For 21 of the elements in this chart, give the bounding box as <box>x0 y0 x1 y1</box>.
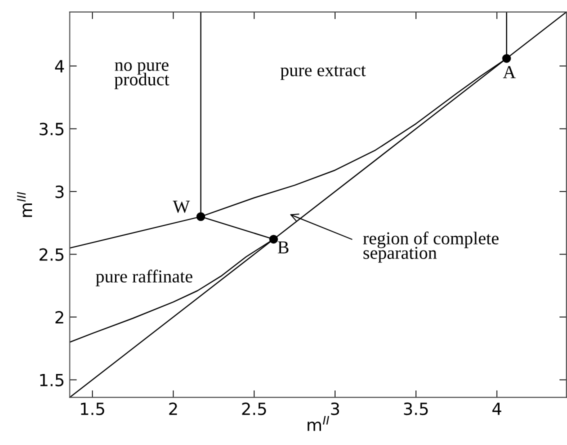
annotation: W <box>172 200 190 213</box>
x-tick-label: 1.5 <box>80 402 104 416</box>
y-tick-label: 2 <box>55 311 64 324</box>
y-tick-label: 3 <box>56 185 64 198</box>
x-axis-title: m$^{II}$ <box>308 416 330 431</box>
y-tick-label: 3.5 <box>40 122 64 136</box>
annotation: region of complete separation <box>363 232 499 263</box>
x-tick-label: 3.5 <box>404 402 428 416</box>
y-tick-label: 2.5 <box>40 248 64 261</box>
annotation: no pure product <box>114 62 170 90</box>
x-tick-label: 3 <box>331 402 340 416</box>
annotation: B <box>278 241 288 254</box>
y-tick-label: 1.5 <box>40 374 64 386</box>
x-tick-label: 2 <box>169 402 177 415</box>
annotation: pure extract <box>280 66 366 80</box>
annotation: A <box>503 66 516 78</box>
y-axis-title: m$^{III}$ <box>17 192 32 217</box>
annotation: pure raffinate <box>96 270 192 286</box>
x-tick-label: 2.5 <box>242 402 266 416</box>
x-tick-label: 4 <box>492 402 502 415</box>
y-tick-label: 4 <box>55 60 64 72</box>
